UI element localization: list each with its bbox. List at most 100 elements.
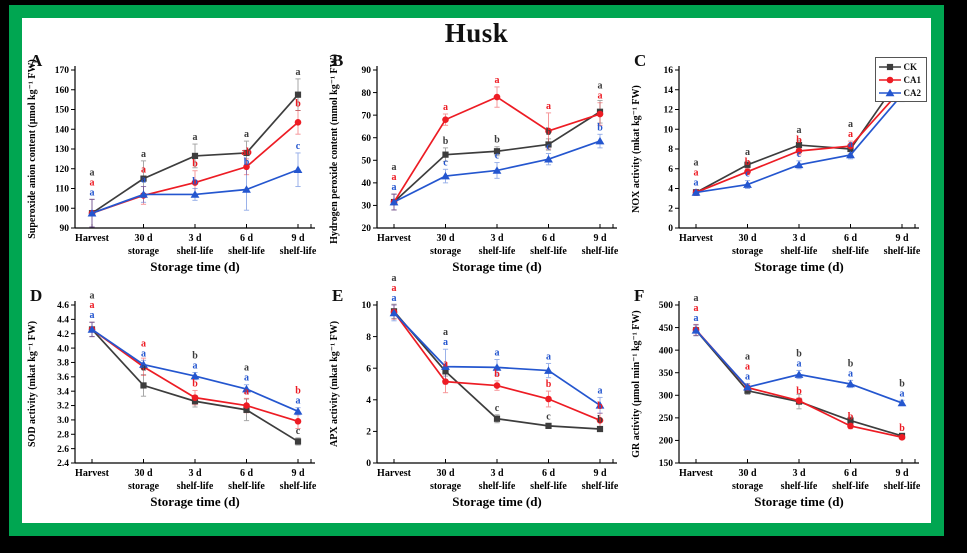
- svg-text:a: a: [392, 182, 397, 193]
- svg-text:2.8: 2.8: [57, 430, 69, 440]
- svg-text:20: 20: [362, 224, 372, 234]
- svg-text:b: b: [848, 358, 854, 369]
- svg-text:b: b: [796, 135, 802, 146]
- svg-text:shelf-life: shelf-life: [530, 481, 567, 492]
- svg-text:Harvest: Harvest: [679, 233, 714, 244]
- svg-text:4.2: 4.2: [57, 330, 69, 340]
- svg-text:Harvest: Harvest: [377, 468, 412, 479]
- svg-text:shelf-life: shelf-life: [781, 481, 818, 492]
- svg-text:shelf-life: shelf-life: [781, 246, 818, 257]
- svg-text:b: b: [745, 157, 751, 168]
- panel-a: A 90 100 110 120 130 140 150 160 170 Harvest 30 d s…: [23, 51, 325, 286]
- svg-text:2.4: 2.4: [57, 459, 69, 469]
- svg-text:a: a: [296, 396, 301, 407]
- svg-text:30 d: 30 d: [436, 233, 455, 244]
- svg-text:3.2: 3.2: [57, 402, 69, 412]
- svg-text:shelf-life: shelf-life: [280, 246, 317, 257]
- svg-text:a: a: [745, 352, 750, 363]
- svg-text:9 d: 9 d: [593, 468, 607, 479]
- svg-text:a: a: [694, 293, 699, 304]
- svg-text:a: a: [244, 386, 249, 397]
- svg-text:50: 50: [362, 156, 372, 166]
- svg-text:a: a: [495, 75, 500, 86]
- svg-text:a: a: [392, 172, 397, 183]
- svg-text:6: 6: [366, 364, 371, 374]
- ck-square-marker-icon: [878, 63, 901, 70]
- svg-text:6 d: 6 d: [542, 468, 556, 479]
- svg-text:b: b: [295, 98, 301, 109]
- svg-text:9 d: 9 d: [593, 233, 607, 244]
- legend-label-ca2: CA2: [903, 87, 922, 98]
- svg-text:b: b: [899, 423, 905, 434]
- svg-text:a: a: [443, 327, 448, 338]
- svg-text:140: 140: [55, 125, 70, 135]
- svg-text:6 d: 6 d: [844, 233, 858, 244]
- svg-text:Storage time (d): Storage time (d): [754, 494, 844, 509]
- svg-text:a: a: [443, 359, 448, 370]
- svg-text:a: a: [900, 388, 905, 399]
- svg-text:a: a: [694, 313, 699, 324]
- svg-text:c: c: [745, 169, 750, 180]
- svg-text:100: 100: [55, 204, 70, 214]
- svg-text:150: 150: [55, 106, 70, 116]
- panel-e-label: E: [332, 286, 344, 305]
- svg-text:b: b: [546, 127, 552, 138]
- svg-text:2: 2: [668, 204, 673, 214]
- panel-b-label: B: [332, 51, 344, 70]
- svg-text:shelf-life: shelf-life: [228, 246, 265, 257]
- svg-text:3.4: 3.4: [57, 387, 69, 397]
- svg-text:a: a: [495, 348, 500, 359]
- svg-text:GR activity (μmol min⁻¹ kg⁻¹ F: GR activity (μmol min⁻¹ kg⁻¹ FW): [631, 310, 642, 458]
- svg-text:40: 40: [362, 179, 372, 189]
- svg-text:3 d: 3 d: [188, 468, 202, 479]
- svg-text:b: b: [244, 157, 250, 168]
- svg-text:Storage time (d): Storage time (d): [452, 494, 542, 509]
- svg-text:b: b: [546, 379, 552, 390]
- svg-text:b: b: [796, 386, 802, 397]
- figure-title: Husk: [444, 18, 509, 48]
- svg-text:a: a: [694, 303, 699, 314]
- svg-text:a: a: [546, 351, 551, 362]
- svg-text:3.0: 3.0: [57, 416, 69, 426]
- apx-activity-chart: 0 2 4 6 8 10 Harvest 30 d storage 3 d shelf-life 6 …: [329, 273, 619, 509]
- svg-text:120: 120: [55, 165, 70, 175]
- svg-text:a: a: [598, 81, 603, 92]
- svg-text:a: a: [90, 177, 95, 188]
- hydrogen-peroxide-chart: 20 30 40 50 60 70 80 90 Harvest 30 d storage 3 d she…: [329, 54, 619, 274]
- svg-text:b: b: [597, 401, 603, 412]
- svg-text:Storage time (d): Storage time (d): [754, 259, 844, 274]
- svg-text:110: 110: [55, 185, 69, 195]
- svg-text:a: a: [848, 139, 853, 150]
- svg-text:3 d: 3 d: [188, 233, 202, 244]
- svg-text:500: 500: [659, 301, 674, 311]
- svg-text:3.6: 3.6: [57, 373, 69, 383]
- svg-text:8: 8: [668, 145, 673, 155]
- svg-text:storage: storage: [128, 481, 160, 492]
- svg-text:shelf-life: shelf-life: [280, 481, 317, 492]
- svg-text:250: 250: [659, 414, 674, 424]
- svg-text:4.4: 4.4: [57, 316, 69, 326]
- svg-text:9 d: 9 d: [895, 468, 909, 479]
- svg-text:400: 400: [659, 346, 674, 356]
- svg-text:shelf-life: shelf-life: [479, 481, 516, 492]
- svg-text:a: a: [244, 363, 249, 374]
- svg-text:14: 14: [664, 86, 674, 96]
- svg-text:shelf-life: shelf-life: [832, 246, 869, 257]
- svg-text:b: b: [848, 411, 854, 422]
- svg-text:a: a: [443, 102, 448, 113]
- svg-text:b: b: [192, 159, 198, 170]
- svg-text:a: a: [797, 125, 802, 136]
- svg-text:storage: storage: [430, 481, 462, 492]
- svg-text:shelf-life: shelf-life: [884, 246, 921, 257]
- svg-text:Superoxide anion content (μmol: Superoxide anion content (μmol kg⁻¹ FW): [27, 59, 38, 239]
- svg-text:a: a: [797, 358, 802, 369]
- svg-text:3 d: 3 d: [490, 233, 504, 244]
- svg-text:a: a: [141, 348, 146, 359]
- svg-text:6 d: 6 d: [542, 233, 556, 244]
- svg-text:10: 10: [664, 125, 674, 135]
- svg-text:Harvest: Harvest: [75, 468, 110, 479]
- svg-text:130: 130: [55, 145, 70, 155]
- svg-text:200: 200: [659, 437, 674, 447]
- svg-text:350: 350: [659, 369, 674, 379]
- svg-text:shelf-life: shelf-life: [582, 246, 619, 257]
